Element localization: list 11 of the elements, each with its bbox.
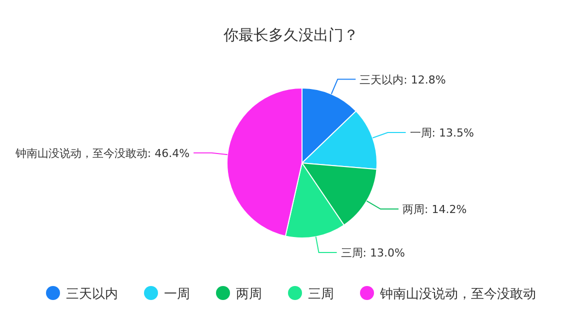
legend-label: 一周 — [164, 287, 190, 302]
data-label: 两周: 14.2% — [402, 202, 467, 216]
legend-label: 钟南山没说动，至今没敢动 — [379, 287, 536, 302]
legend-label: 三周 — [308, 287, 334, 302]
chart-title: 你最长多久没出门？ — [222, 26, 358, 44]
legend-label: 两周 — [236, 287, 262, 302]
data-label: 三周: 13.0% — [340, 246, 405, 260]
data-label: 钟南山没说动，至今没敢动: 46.4% — [14, 146, 190, 160]
data-label: 一周: 13.5% — [410, 126, 474, 140]
legend-label: 三天以内 — [66, 287, 118, 302]
data-label: 三天以内: 12.8% — [360, 73, 446, 86]
